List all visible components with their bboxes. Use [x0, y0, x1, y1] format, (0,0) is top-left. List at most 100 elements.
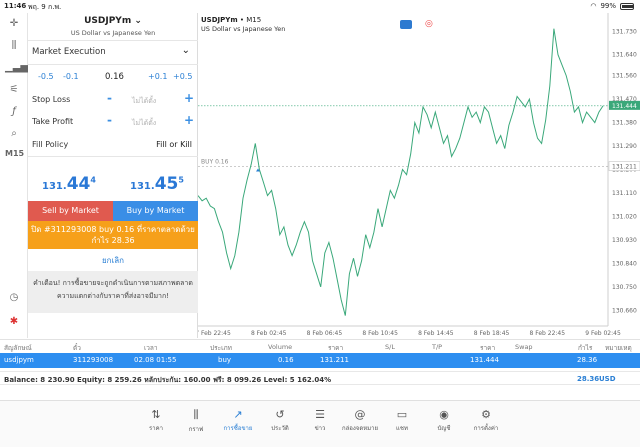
volume-plus-05[interactable]: +0.5 — [173, 72, 193, 81]
fill-policy-row[interactable]: Fill Policy Fill or Kill — [28, 134, 198, 156]
row-symbol: usdjpym — [4, 356, 34, 364]
column-header: ราคา — [328, 344, 344, 352]
take-profit-plus[interactable]: + — [184, 113, 195, 127]
price-series-line — [198, 28, 604, 316]
bars-icon[interactable]: ▁▃▅ — [5, 62, 29, 73]
close-position-line2: กำไร 28.36 — [91, 236, 135, 245]
left-toolbar: ✛ ⫼ ▁▃▅ ⚟ ƒ ⌕ M15 ◷ ✱ — [0, 13, 28, 338]
buy-line-label: BUY 0.16 — [201, 159, 229, 166]
nav-label: บัญชี — [437, 425, 451, 432]
balance-profit: 28.36 — [577, 375, 600, 383]
nav-mailbox[interactable]: @ กล่องจดหมาย — [340, 408, 380, 433]
timeframe-button[interactable]: M15 — [5, 149, 25, 158]
y-tick-label: 131.020 — [612, 213, 637, 220]
column-header: กำไร — [578, 344, 593, 352]
volume-minus-05[interactable]: -0.5 — [38, 72, 54, 81]
nav-history[interactable]: ↺ ประวัติ — [260, 408, 300, 433]
stop-loss-row: Stop Loss - ไม่ได้ตั้ง + — [28, 89, 198, 111]
column-header: หมายเหตุ — [605, 344, 632, 352]
row-profit: 28.36 — [577, 356, 598, 364]
clock-icon[interactable]: ◷ — [9, 292, 19, 303]
x-tick-label: 7 Feb 22:45 — [198, 330, 231, 337]
buy-by-market-button[interactable]: Buy by Market — [113, 201, 198, 221]
objects-icon[interactable]: ⌕ — [11, 128, 17, 139]
take-profit-label: Take Profit — [32, 117, 74, 126]
stop-loss-minus[interactable]: - — [107, 91, 112, 105]
battery-icon — [620, 2, 634, 10]
indicator-icon[interactable]: ◎ — [425, 19, 433, 29]
volume-plus-01[interactable]: +0.1 — [148, 72, 168, 81]
y-tick-label: 130.750 — [612, 284, 637, 291]
y-tick-label: 131.640 — [612, 52, 637, 59]
balance-currency: USD — [599, 375, 616, 383]
y-tick-label: 131.560 — [612, 73, 637, 80]
flag-icon[interactable] — [400, 20, 412, 29]
price-chart[interactable]: USDJPYm • M15 US Dollar vs Japanese Yen … — [198, 13, 640, 338]
volume-value[interactable]: 0.16 — [105, 72, 124, 82]
x-tick-label: 8 Feb 02:45 — [251, 330, 287, 337]
chat-icon: ▭ — [396, 408, 408, 421]
close-position-button[interactable]: ปิด #311293008 buy 0.16 ที่ราคาตลาดด้วย … — [28, 221, 198, 249]
status-bar: 11:46 พฤ. 9 ก.พ. ◠ 99% — [0, 0, 640, 13]
symbol-selector[interactable]: USDJPYm ⌄ — [28, 16, 198, 26]
row-current-price: 131.444 — [470, 356, 499, 364]
column-header: ประเภท — [210, 344, 232, 352]
x-tick-label: 8 Feb 22:45 — [530, 330, 566, 337]
y-tick-label: 130.660 — [612, 307, 637, 314]
settings-icon[interactable]: ⚟ — [9, 84, 19, 95]
execution-selector[interactable]: Market Execution ⌄ — [28, 41, 198, 63]
cancel-button[interactable]: ยกเลิก — [101, 256, 124, 265]
nav-accounts[interactable]: ◉ บัญชี — [424, 408, 464, 433]
close-position-line1: ปิด #311293008 buy 0.16 ที่ราคาตลาดด้วย — [31, 225, 195, 234]
table-row[interactable]: usdjpym 311293008 02.08 01:55 buy 0.16 1… — [0, 353, 640, 368]
column-header: เวลา — [144, 344, 158, 352]
candles-icon[interactable]: ⫼ — [11, 40, 17, 51]
chevron-down-icon: ⌄ — [181, 45, 190, 56]
column-header: สัญลักษณ์ — [4, 344, 32, 352]
take-profit-minus[interactable]: - — [107, 113, 112, 127]
status-date: พฤ. 9 ก.พ. — [28, 3, 62, 11]
trade-table-header: สัญลักษณ์ ตั๋ว เวลา ประเภท Volume ราคา S/L T/P ร… — [0, 339, 640, 352]
volume-minus-01[interactable]: -0.1 — [63, 72, 79, 81]
x-tick-label: 8 Feb 10:45 — [362, 330, 398, 337]
fill-policy-label: Fill Policy — [32, 140, 69, 149]
symbol-name: USDJPYm — [84, 16, 132, 26]
crosshair-icon[interactable]: ✛ — [9, 18, 19, 29]
open-price-label: 131.211 — [612, 164, 637, 171]
execution-label: Market Execution — [32, 47, 106, 57]
function-icon[interactable]: ƒ — [12, 106, 16, 117]
nav-settings[interactable]: ⚙ การตั้งค่า — [466, 408, 506, 433]
balance-summary: Balance: 8 230.90 Equity: 8 259.26 หลักป… — [4, 376, 332, 384]
stop-loss-input[interactable]: ไม่ได้ตั้ง — [132, 97, 157, 105]
take-profit-input[interactable]: ไม่ได้ตั้ง — [132, 119, 157, 127]
bid-price: 131.444 — [42, 174, 96, 194]
chart-subtitle: US Dollar vs Japanese Yen — [201, 25, 286, 33]
x-tick-label: 8 Feb 06:45 — [307, 330, 343, 337]
mailbox-icon: @ — [354, 408, 366, 421]
order-panel: USDJPYm ⌄ US Dollar vs Japanese Yen Mark… — [28, 13, 198, 338]
row-price: 131.211 — [320, 356, 349, 364]
nav-quotes[interactable]: ⇅ ราคา — [136, 408, 176, 433]
row-volume: 0.16 — [278, 356, 294, 364]
nav-charts[interactable]: ⫼ กราฟ — [176, 408, 216, 434]
stop-loss-plus[interactable]: + — [184, 91, 195, 105]
mt-icon[interactable]: ✱ — [9, 316, 19, 327]
nav-chat[interactable]: ▭ แชท — [382, 408, 422, 433]
nav-news[interactable]: ☰ ข่าว — [300, 408, 340, 433]
balance-bar: Balance: 8 230.90 Equity: 8 259.26 หลักป… — [0, 371, 640, 385]
nav-trade[interactable]: ↗ การซื้อขาย — [218, 408, 258, 433]
y-tick-label: 131.730 — [612, 28, 637, 35]
nav-label: กราฟ — [188, 426, 204, 433]
nav-label: การตั้งค่า — [473, 425, 499, 432]
wifi-icon: ◠ — [590, 2, 597, 10]
chart-title: USDJPYm • M15 — [201, 16, 262, 24]
history-icon: ↺ — [275, 408, 285, 421]
trade-icon: ↗ — [233, 408, 243, 421]
y-tick-label: 131.110 — [612, 190, 637, 197]
warning-line1: คำเตือน! การซื้อขายจะถูกดำเนินการตามสภาพ… — [33, 279, 193, 287]
current-price-tag — [609, 100, 640, 110]
accounts-icon: ◉ — [439, 408, 449, 421]
y-tick-label: 130.930 — [612, 237, 637, 244]
column-header: S/L — [385, 343, 395, 351]
sell-by-market-button[interactable]: Sell by Market — [28, 201, 113, 221]
